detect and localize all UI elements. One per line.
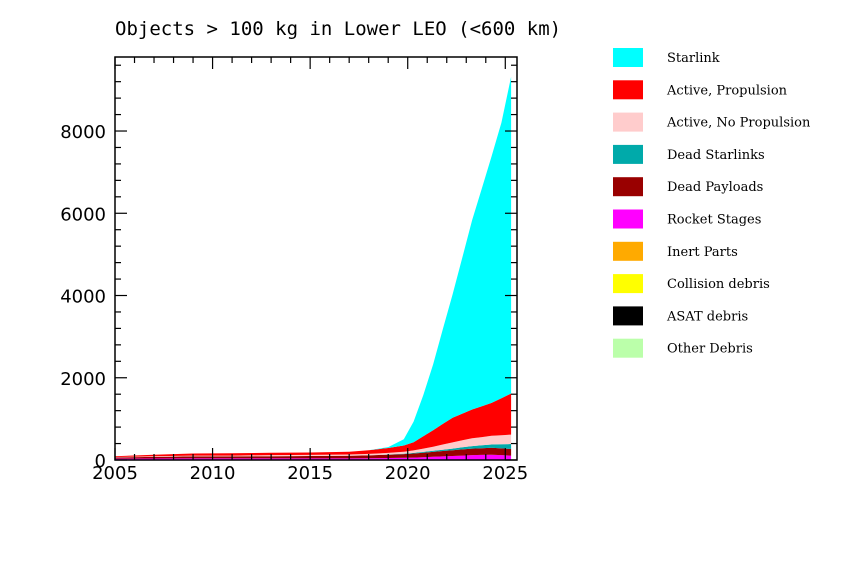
legend: Starlink Active, Propulsion Active, No Pro…: [613, 48, 811, 358]
legend-label-starlink: Starlink: [667, 51, 720, 66]
legend-label-rocket-stages: Rocket Stages: [667, 213, 761, 228]
legend-swatch-dead-starlinks: [613, 144, 643, 164]
area-dead-payloads: [115, 447, 512, 459]
legend-label-active-no-propulsion: Active, No Propulsion: [666, 116, 811, 131]
legend-label-collision-debris: Collision debris: [667, 277, 770, 292]
plot-frame: [114, 56, 518, 461]
y-tick-label: 0: [95, 451, 106, 472]
legend-swatch-collision-debris: [613, 274, 643, 294]
x-tick-label: 2020: [385, 463, 431, 484]
area-series-group: [115, 76, 512, 460]
legend-swatch-asat-debris: [613, 306, 643, 326]
y-tick-label: 6000: [60, 204, 106, 225]
legend-label-active-propulsion: Active, Propulsion: [666, 83, 788, 98]
axes: [114, 56, 518, 461]
legend-swatch-other-debris: [613, 338, 643, 358]
y-tick-label: 8000: [60, 122, 106, 143]
legend-swatch-active-propulsion: [613, 80, 643, 100]
x-tick-label: 2025: [482, 463, 528, 484]
tick-marks: [114, 57, 517, 461]
legend-label-asat-debris: ASAT debris: [666, 309, 748, 324]
legend-swatch-starlink: [613, 48, 643, 67]
legend-swatch-dead-payloads: [613, 177, 643, 197]
x-tick-label: 2010: [190, 463, 236, 484]
x-tick-label: 2005: [92, 463, 138, 484]
legend-label-dead-starlinks: Dead Starlinks: [667, 148, 765, 163]
legend-label-dead-payloads: Dead Payloads: [667, 180, 763, 195]
area-active-no-propulsion: [115, 434, 512, 458]
x-tick-label: 2015: [287, 463, 333, 484]
legend-label-other-debris: Other Debris: [667, 342, 753, 357]
chart-title: Objects > 100 kg in Lower LEO (<600 km): [115, 18, 561, 40]
area-starlink: [115, 76, 512, 457]
legend-swatch-inert-parts: [613, 241, 643, 261]
legend-swatch-rocket-stages: [613, 209, 643, 229]
y-tick-label: 4000: [60, 287, 106, 308]
legend-label-inert-parts: Inert Parts: [667, 245, 738, 260]
area-rocket-stages: [115, 454, 512, 460]
y-tick-label: 2000: [60, 369, 106, 390]
tick-labels: 2005 2010 2015 2020 2025 0 2000 4000 6000 8000: [60, 122, 528, 484]
legend-swatch-active-no-propulsion: [613, 112, 643, 132]
